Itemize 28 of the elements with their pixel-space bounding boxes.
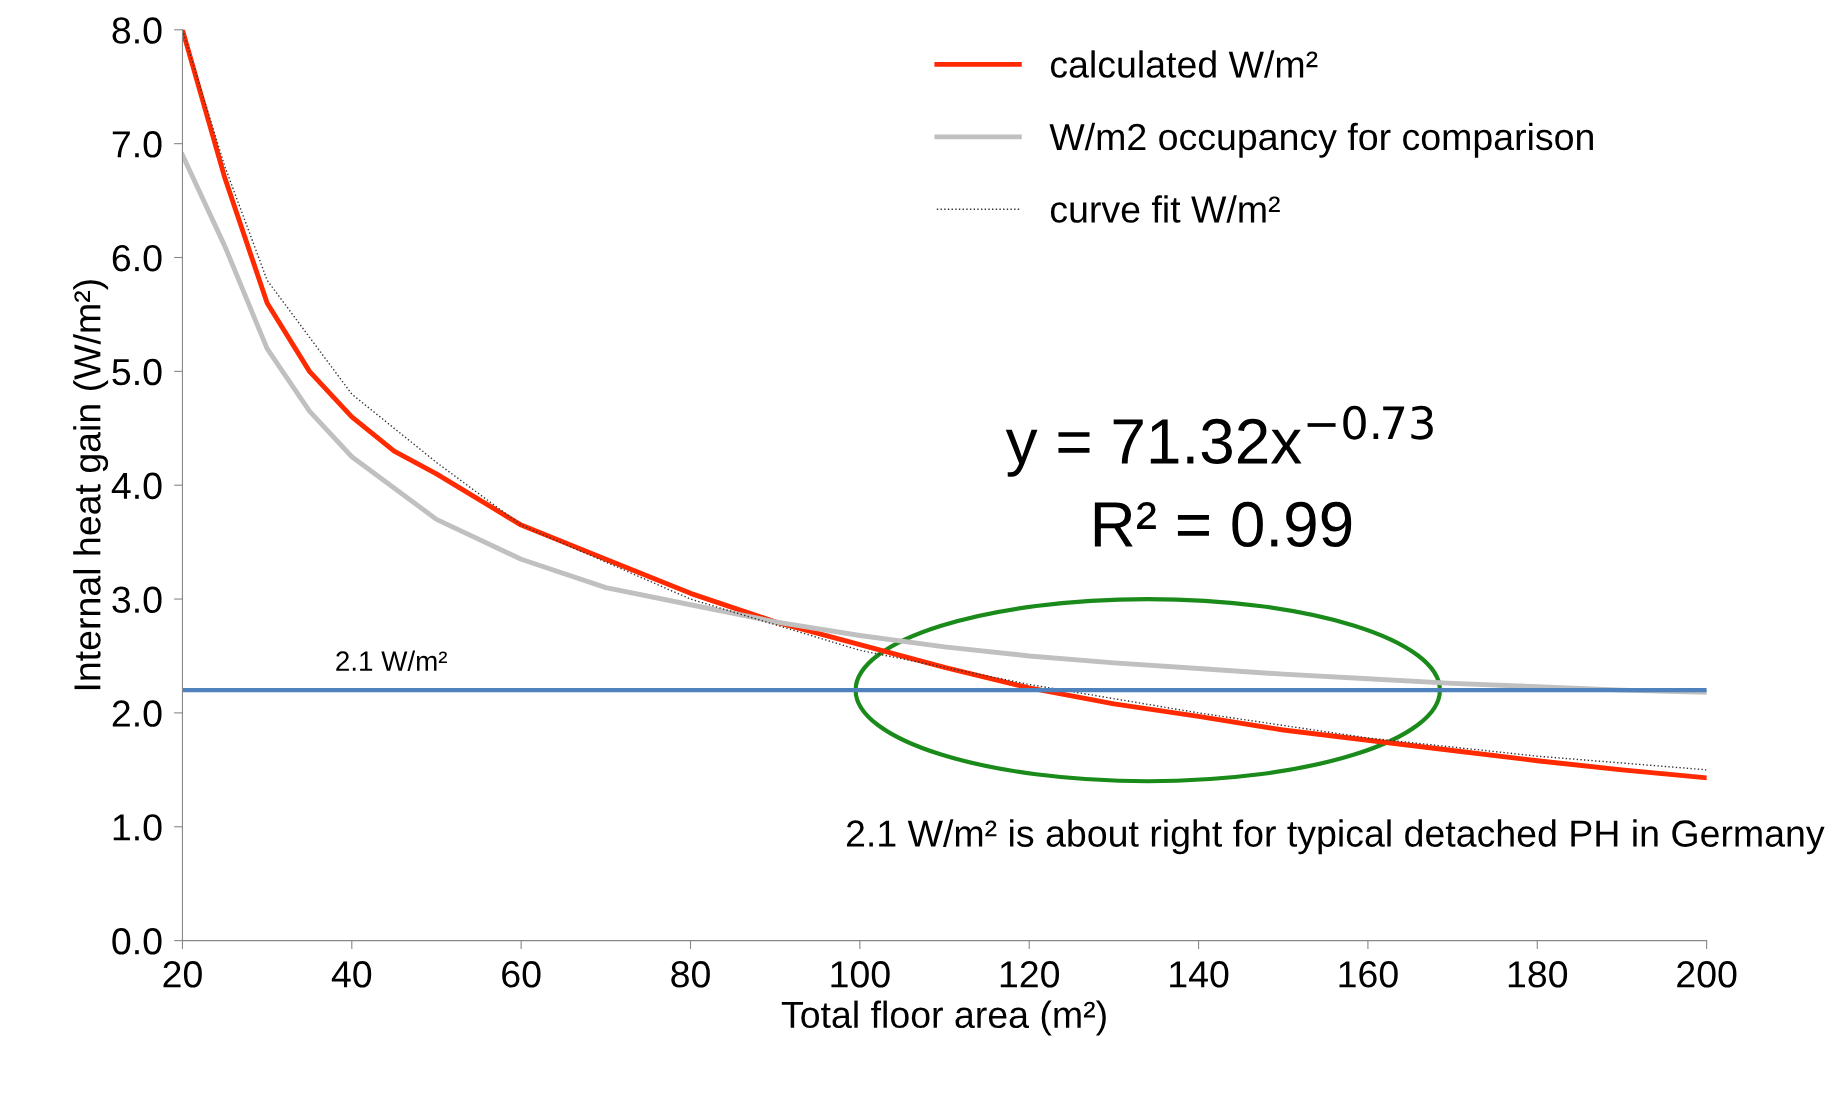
y-tick-label: 2.0 xyxy=(112,700,162,727)
legend-label: calculated W/m² xyxy=(1050,50,1318,78)
legend-label: curve fit W/m² xyxy=(1050,195,1280,223)
x-tick-label: 40 xyxy=(331,961,372,988)
x-tick-label: 160 xyxy=(1339,961,1398,988)
x-tick-label: 20 xyxy=(163,961,202,988)
y-tick-label: 0.0 xyxy=(112,928,162,955)
y-tick-label: 4.0 xyxy=(111,472,162,500)
y-tick-label: 3.0 xyxy=(112,586,162,614)
y-tick-label: 7.0 xyxy=(112,131,162,158)
y-tick-label: 6.0 xyxy=(112,244,162,272)
x-tick-label: 180 xyxy=(1508,961,1568,988)
x-axis-title: Total floor area (m²) xyxy=(781,1000,1106,1036)
annotation: 2.1 W/m² is about right for typical detached PH in Germany xyxy=(846,819,1825,855)
annotation: R² = 0.99 xyxy=(1094,501,1352,548)
legend-label: W/m2 occupancy for comparison xyxy=(1049,122,1593,158)
annotation: y = 71.32x$^{−0.73}$ xyxy=(1005,405,1433,477)
x-tick-label: 100 xyxy=(831,961,890,988)
y-tick-label: 1.0 xyxy=(113,814,162,841)
y-tick-label: 5.0 xyxy=(112,358,162,386)
x-tick-label: 80 xyxy=(671,961,710,988)
y-tick-label: 8.0 xyxy=(112,17,162,44)
ref-line-label: 2.1 W/m² xyxy=(336,650,447,671)
x-tick-label: 200 xyxy=(1677,961,1737,988)
y-axis-title: Internal heat gain (W/m²) xyxy=(73,280,109,690)
x-tick-label: 60 xyxy=(502,961,541,988)
x-tick-label: 140 xyxy=(1170,961,1229,988)
x-tick-label: 120 xyxy=(1000,961,1060,988)
